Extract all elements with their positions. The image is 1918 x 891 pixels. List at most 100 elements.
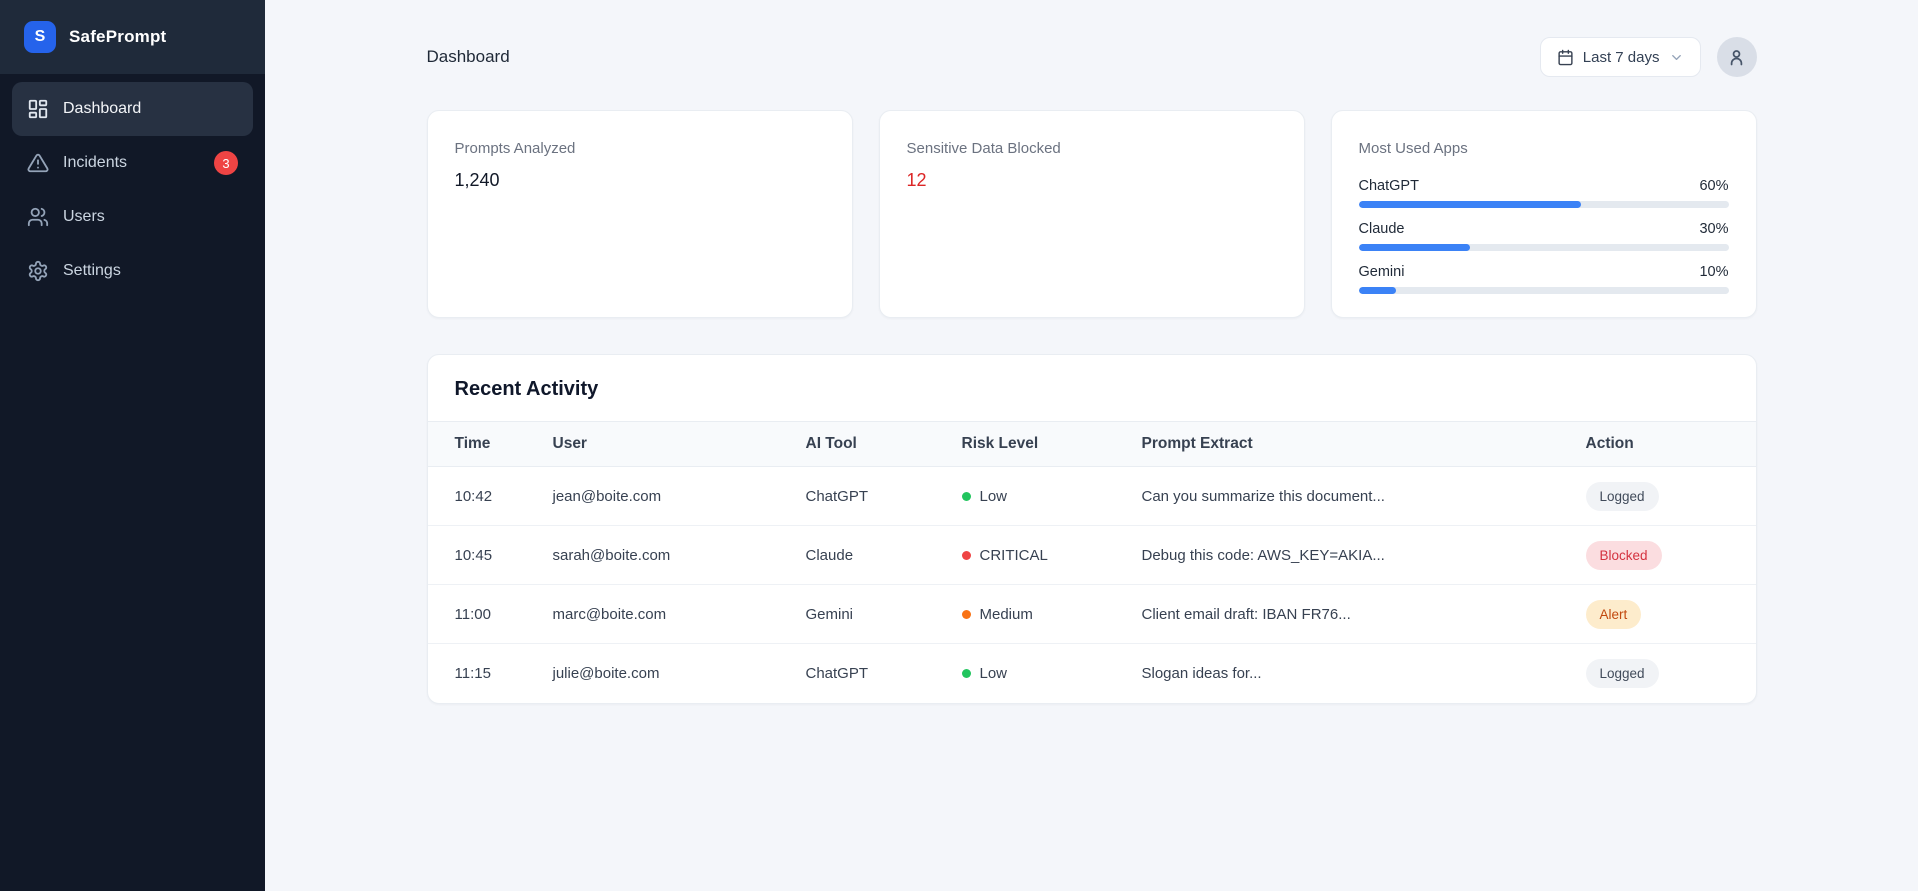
app-name: ChatGPT: [1358, 178, 1419, 194]
content-container: Dashboard Last 7 days: [426, 0, 1757, 704]
app-usage-row: Claude 30%: [1358, 221, 1729, 251]
app-percent: 60%: [1699, 178, 1729, 194]
column-header-ai-tool: AI Tool: [805, 421, 962, 467]
stat-title: Sensitive Data Blocked: [906, 140, 1061, 157]
table-row: 11:00 marc@boite.com Gemini Medium Client em…: [427, 584, 1756, 644]
sidebar-header: S SafePrompt: [0, 0, 265, 74]
cell-time: 10:42: [427, 466, 553, 526]
sidebar-item-dashboard[interactable]: Dashboard: [12, 82, 253, 136]
stat-value: 12: [906, 170, 927, 190]
user-icon: [1726, 47, 1747, 68]
grid-icon: [27, 98, 49, 120]
app-percent: 30%: [1699, 221, 1729, 237]
usage-bar-track: [1358, 287, 1729, 294]
page-title: Dashboard: [426, 47, 510, 66]
date-range-button[interactable]: Last 7 days: [1539, 37, 1701, 77]
action-badge-alert: Alert: [1585, 599, 1642, 629]
app-percent: 10%: [1699, 264, 1729, 280]
user-avatar-button[interactable]: [1716, 37, 1757, 77]
cell-risk-level: Low: [961, 644, 1142, 703]
activity-table: Time User AI Tool Risk Level Prompt Extract A…: [427, 421, 1756, 703]
risk-dot-medium: [961, 609, 971, 619]
calendar-icon: [1557, 49, 1574, 66]
risk-level: Low: [961, 487, 1142, 505]
stat-card-most-used-apps: Most Used Apps ChatGPT 60% Claude 30% Gemini…: [1330, 110, 1757, 318]
topbar: Dashboard Last 7 days: [427, 37, 1757, 77]
cell-user: marc@boite.com: [552, 584, 806, 644]
cell-prompt-extract: Client email draft: IBAN FR76...: [1141, 584, 1586, 644]
cell-prompt-extract: Can you summarize this document...: [1141, 466, 1586, 526]
cell-user: jean@boite.com: [552, 466, 806, 526]
recent-activity-title: Recent Activity: [454, 378, 599, 400]
date-range-label: Last 7 days: [1582, 48, 1660, 66]
brand-name: SafePrompt: [69, 27, 167, 46]
cell-ai-tool: ChatGPT: [805, 664, 869, 682]
app-name: Claude: [1358, 221, 1405, 237]
action-badge-logged: Logged: [1585, 481, 1659, 511]
cell-user: julie@boite.com: [552, 664, 660, 682]
action-badge-logged: Logged: [1585, 658, 1659, 688]
recent-activity-card: Recent Activity Time User AI Tool Risk Leve…: [426, 354, 1757, 704]
risk-level: Low: [961, 665, 1142, 682]
cell-ai-tool: Claude: [805, 525, 962, 585]
cell-prompt-extract: Debug this code: AWS_KEY=AKIA...: [1141, 525, 1586, 585]
app-usage-labels: ChatGPT 60%: [1359, 178, 1729, 194]
sidebar-item-label: Users: [63, 208, 105, 225]
sidebar-nav: Dashboard Incidents 3 Users Settings: [0, 74, 265, 306]
warning-icon: [27, 152, 49, 174]
stat-card-sensitive-data-blocked: Sensitive Data Blocked 12: [878, 110, 1305, 318]
table-row: 11:15 julie@boite.com ChatGPT Low Slogan ide…: [428, 644, 1756, 703]
stat-title: Prompts Analyzed: [454, 140, 576, 157]
cell-time: 11:15: [454, 664, 491, 682]
cell-time: 10:45: [427, 525, 553, 585]
sidebar-item-label: Incidents: [63, 154, 128, 171]
cell-ai-tool: ChatGPT: [805, 466, 962, 526]
column-header-user: User: [552, 421, 806, 467]
app-usage-row: Gemini 10%: [1358, 264, 1729, 294]
topbar-actions: Last 7 days: [1539, 37, 1757, 77]
risk-label: Low: [979, 487, 1008, 505]
column-header-time: Time: [427, 421, 553, 467]
risk-level: CRITICAL: [961, 546, 1142, 564]
cell-time: 11:00: [427, 584, 553, 644]
sidebar-item-settings[interactable]: Settings: [12, 244, 253, 298]
cell-risk-level: Medium: [961, 584, 1142, 644]
sidebar: S SafePrompt Dashboard Incidents 3 Users Set…: [0, 0, 265, 891]
cell-action: Alert: [1585, 584, 1756, 644]
incident-count-badge: 3: [214, 151, 238, 175]
chevron-down-icon: [1669, 50, 1684, 65]
risk-dot-critical: [961, 550, 971, 560]
action-badge-blocked: Blocked: [1585, 540, 1662, 570]
app-usage-row: ChatGPT 60%: [1358, 178, 1729, 208]
cell-risk-level: CRITICAL: [961, 525, 1142, 585]
app-usage-list: ChatGPT 60% Claude 30% Gemini 10%: [1358, 178, 1729, 294]
cell-action: Blocked: [1585, 525, 1756, 585]
app-name: Gemini: [1358, 264, 1405, 280]
usage-bar-fill: [1358, 287, 1396, 294]
sidebar-item-label: Dashboard: [63, 100, 142, 117]
cell-ai-tool: Gemini: [805, 584, 962, 644]
stats-row: Prompts Analyzed 1,240 Sensitive Data Bl…: [426, 110, 1757, 318]
main-area: Dashboard Last 7 days: [265, 0, 1918, 891]
app-usage-labels: Claude 30%: [1359, 221, 1729, 237]
risk-level: Medium: [961, 605, 1142, 623]
stat-title: Most Used Apps: [1358, 140, 1468, 157]
usage-bar-fill: [1358, 244, 1470, 251]
stat-card-prompts-analyzed: Prompts Analyzed 1,240: [426, 110, 853, 318]
sidebar-item-users[interactable]: Users: [12, 190, 253, 244]
usage-bar-fill: [1358, 201, 1581, 208]
sidebar-item-incidents[interactable]: Incidents 3: [12, 136, 253, 190]
risk-label: CRITICAL: [979, 546, 1048, 564]
users-icon: [27, 206, 49, 228]
app-usage-labels: Gemini 10%: [1359, 264, 1729, 280]
usage-bar-track: [1358, 201, 1729, 208]
table-row: 10:45 sarah@boite.com Claude CRITICAL Debug …: [427, 525, 1756, 585]
usage-bar-track: [1358, 244, 1729, 251]
risk-dot-low: [961, 668, 971, 678]
brand-logo: S: [24, 21, 56, 53]
cell-action: Logged: [1585, 644, 1756, 703]
cell-user: sarah@boite.com: [552, 525, 806, 585]
risk-label: Medium: [979, 605, 1033, 623]
column-header-risk-level: Risk Level: [961, 421, 1142, 467]
